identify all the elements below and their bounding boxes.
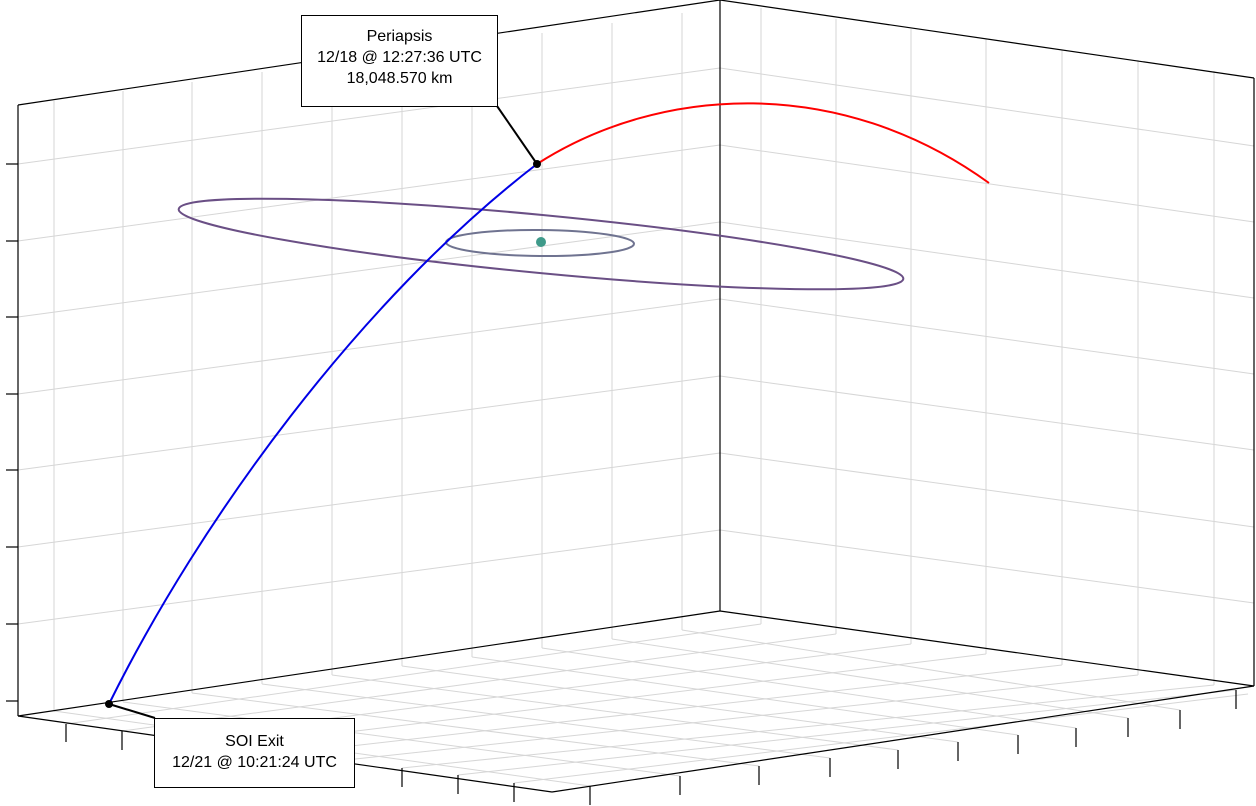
- periapsis-leader-line: [496, 105, 538, 165]
- periapsis-title: Periapsis: [366, 28, 433, 45]
- floor-grid: [53, 623, 1249, 787]
- periapsis-time: 12/18 @ 12:27:36 UTC: [317, 49, 482, 66]
- outbound-trajectory-line: [536, 102, 990, 184]
- vertical-axis-ticks: [6, 163, 18, 702]
- periapsis-marker: [533, 160, 541, 168]
- soi-exit-callout: SOI Exit 12/21 @ 10:21:24 UTC: [154, 718, 355, 788]
- front-right-axis-ticks: [589, 690, 1237, 805]
- soi-exit-marker: [105, 700, 113, 708]
- periapsis-distance: 18,048.570 km: [346, 70, 453, 87]
- inbound-trajectory-line: [108, 163, 538, 705]
- right-wall-grid: [719, 8, 1255, 685]
- periapsis-callout: Periapsis 12/18 @ 12:27:36 UTC 18,048.57…: [301, 15, 498, 107]
- soi-exit-time: 12/21 @ 10:21:24 UTC: [172, 754, 337, 771]
- outer-orbit-ellipse: [177, 197, 905, 291]
- central-body: [536, 237, 546, 247]
- soi-exit-title: SOI Exit: [225, 733, 284, 750]
- left-wall-grid: [17, 13, 721, 711]
- soi-exit-leader-line: [108, 703, 156, 719]
